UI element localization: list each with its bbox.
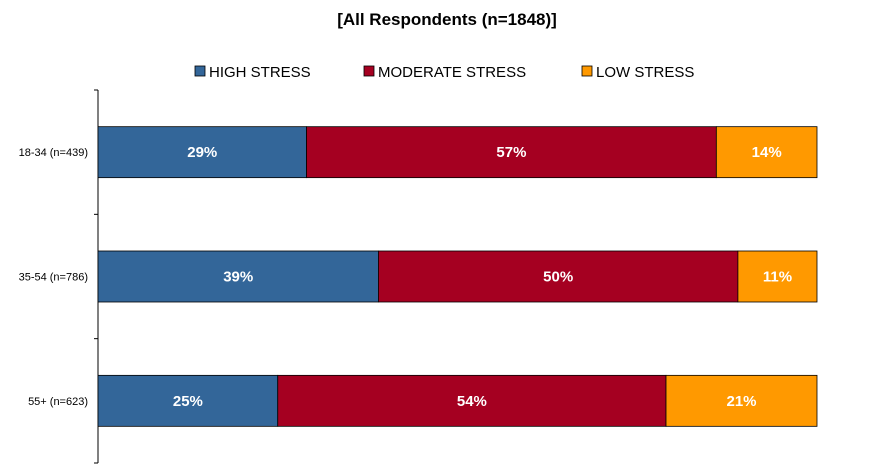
bar-segment-moderate-stress (378, 250, 739, 303)
legend: HIGH STRESS MODERATE STRESS LOW STRESS (194, 64, 694, 81)
category-label: 55+ (n=623) (28, 396, 88, 408)
data-label: 21% (726, 393, 756, 410)
bar-segment-high-stress (97, 374, 279, 427)
bars: 29% 57% 14% 39% 50% 11% 25% 54% 21% (97, 126, 818, 427)
data-label: 57% (496, 144, 526, 161)
data-label: 25% (173, 393, 203, 410)
bar-segment-high-stress (97, 250, 379, 303)
data-label: 14% (752, 144, 782, 161)
legend-label-moderate-stress: MODERATE STRESS (378, 64, 526, 81)
category-label: 35-54 (n=786) (19, 272, 88, 284)
data-label: 29% (187, 144, 217, 161)
legend-swatch-high-stress (194, 65, 206, 77)
data-label: 39% (223, 269, 253, 286)
data-label: 54% (457, 393, 487, 410)
bar-segment-moderate-stress (306, 126, 717, 179)
legend-label-high-stress: HIGH STRESS (209, 64, 311, 81)
bar-segment-low-stress (715, 126, 818, 179)
category-label: 18-34 (n=439) (19, 147, 88, 159)
legend-label-low-stress: LOW STRESS (596, 64, 694, 81)
category-labels: 18-34 (n=439) 35-54 (n=786) 55+ (n=623) (19, 147, 88, 408)
legend-swatch-moderate-stress (363, 65, 375, 77)
bar-segment-high-stress (97, 126, 307, 179)
bar-segment-low-stress (737, 250, 818, 303)
chart-title: [All Respondents (n=1848)] (337, 10, 557, 29)
legend-swatch-low-stress (581, 65, 593, 77)
category-axis (94, 89, 99, 464)
bar-segment-low-stress (665, 374, 818, 427)
data-label: 11% (763, 269, 792, 286)
data-label: 50% (543, 269, 573, 286)
